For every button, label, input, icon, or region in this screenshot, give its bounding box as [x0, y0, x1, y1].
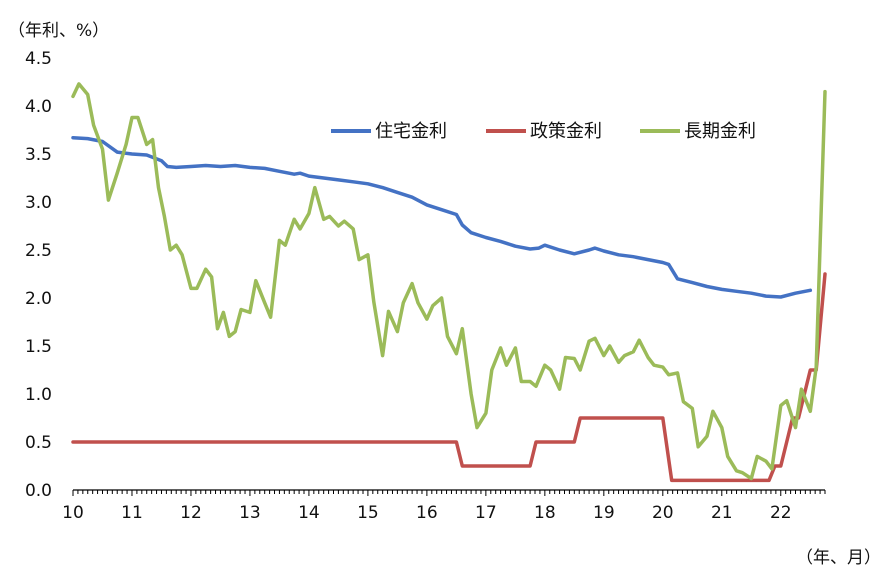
x-tick-label: 16: [416, 503, 438, 523]
x-tick-label: 14: [298, 503, 320, 523]
x-tick-label: 18: [534, 503, 556, 523]
series-line-0: [71, 135, 813, 299]
series-line-1: [71, 272, 827, 483]
y-tick-label: 1.5: [25, 337, 52, 357]
y-tick-label: 0.5: [25, 433, 52, 453]
legend-label: 政策金利: [530, 121, 602, 142]
x-tick-label: 21: [711, 503, 733, 523]
y-tick-label: 0.0: [25, 481, 52, 501]
y-tick-label: 3.5: [25, 145, 52, 165]
x-tick-label: 15: [357, 503, 379, 523]
x-tick-label: 17: [475, 503, 497, 523]
x-tick-label: 19: [593, 503, 615, 523]
legend-label: 長期金利: [684, 121, 756, 142]
y-tick-label: 2.5: [25, 241, 52, 261]
series-layer: [71, 82, 827, 483]
x-axis: 10 11 12 13 14 15 16 17 18 19 20 21 22: [62, 489, 826, 523]
y-tick-label: 1.0: [25, 385, 52, 405]
x-axis-unit-label: （年、月）: [796, 548, 881, 568]
y-tick-label: 3.0: [25, 193, 52, 213]
x-tick-label: 20: [652, 503, 674, 523]
x-tick-label: 12: [180, 503, 202, 523]
y-tick-label: 4.5: [25, 49, 52, 69]
series-line-2: [71, 82, 827, 481]
legend-label: 住宅金利: [375, 121, 447, 142]
y-tick-label: 2.0: [25, 289, 52, 309]
y-axis-unit-label: （年利、%）: [8, 21, 110, 41]
x-tick-label: 13: [239, 503, 261, 523]
x-tick-label: 22: [770, 503, 792, 523]
x-tick-label: 11: [121, 503, 143, 523]
x-tick-label: 10: [62, 503, 84, 523]
y-axis-ticks: 0.0 0.5 1.0 1.5 2.0 2.5 3.0 3.5 4.0 4.5: [25, 49, 52, 501]
y-tick-label: 4.0: [25, 97, 52, 117]
legend: 住宅金利 政策金利 長期金利: [331, 121, 756, 142]
